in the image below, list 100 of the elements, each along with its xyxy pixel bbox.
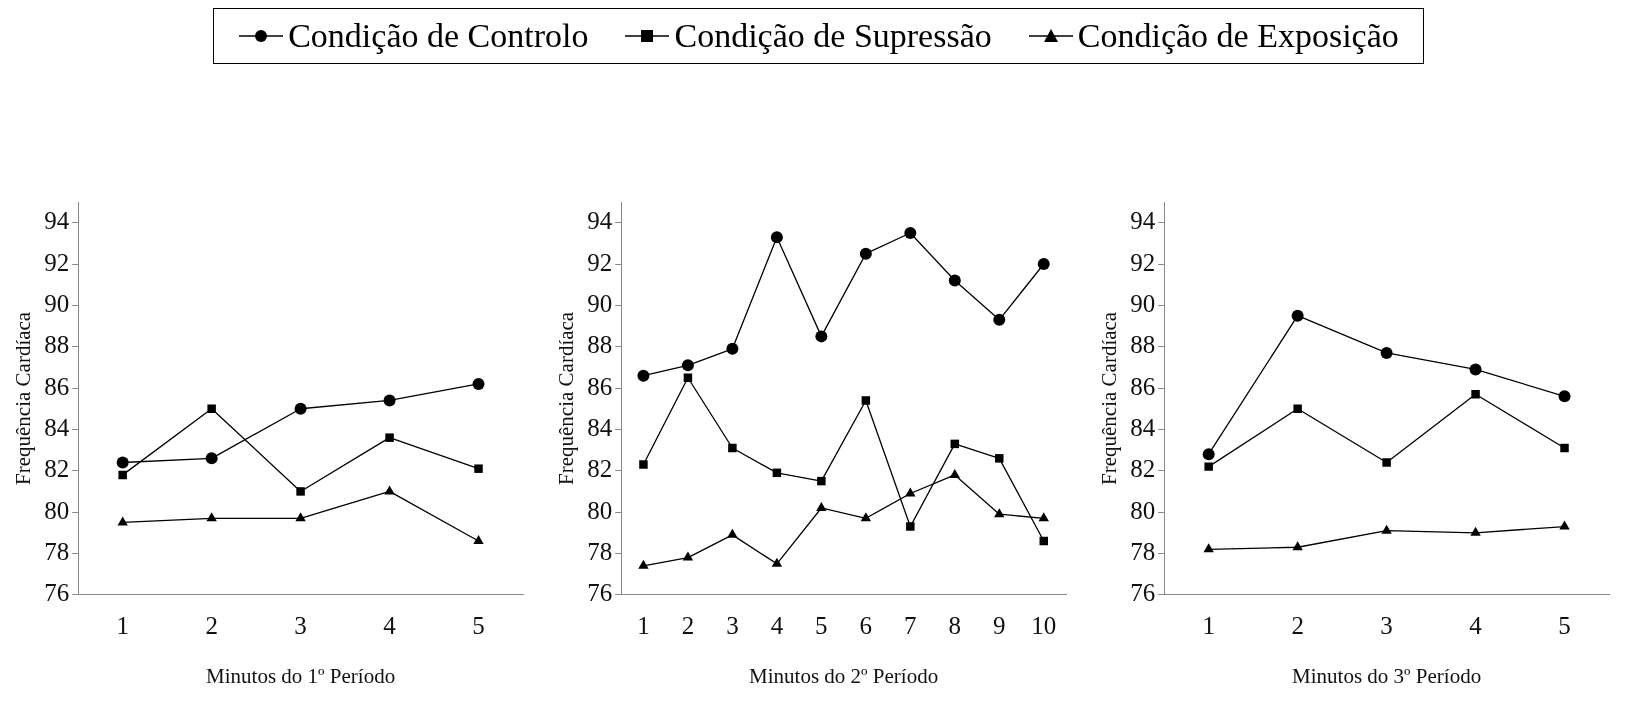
y-axis-title: Frequência Cardíaca	[554, 311, 579, 485]
point	[1469, 363, 1482, 376]
y-tick-label: 92	[44, 248, 70, 276]
y-tick-label: 94	[587, 207, 613, 235]
point	[472, 377, 485, 390]
point	[296, 487, 305, 496]
x-tick-label: 3	[1380, 612, 1393, 640]
x-tick-label: 4	[1469, 612, 1483, 640]
legend-label: Condição de Controlo	[288, 17, 589, 55]
point	[993, 313, 1006, 326]
point	[295, 512, 306, 522]
point	[949, 468, 960, 478]
point	[859, 247, 872, 260]
x-axis-title: Minutos do 3º Período	[1292, 663, 1482, 688]
y-tick-label: 84	[1130, 413, 1156, 441]
x-tick-label: 3	[294, 612, 307, 640]
x-tick-label: 9	[993, 612, 1006, 640]
point	[473, 535, 484, 545]
point	[816, 501, 827, 511]
y-tick-label: 86	[587, 372, 613, 400]
point	[1203, 543, 1214, 553]
x-tick-label: 2	[205, 612, 218, 640]
point	[860, 512, 872, 522]
y-tick-label: 90	[1130, 289, 1156, 317]
point	[1293, 404, 1302, 413]
y-tick-label: 84	[44, 413, 70, 441]
y-axis-title: Frequência Cardíaca	[1097, 311, 1122, 485]
point	[1382, 458, 1391, 467]
point	[861, 396, 871, 405]
point	[1038, 512, 1049, 522]
x-tick-label: 2	[681, 612, 695, 640]
x-tick-label: 7	[904, 612, 917, 640]
y-tick-label: 82	[587, 455, 613, 483]
y-tick-label: 82	[44, 455, 70, 483]
y-tick-label: 90	[44, 289, 70, 317]
point	[994, 508, 1005, 518]
point	[770, 231, 783, 244]
point	[294, 402, 307, 415]
x-tick-label: 2	[1291, 612, 1304, 640]
point	[385, 433, 394, 442]
point	[116, 456, 129, 469]
y-tick-label: 88	[1130, 331, 1156, 359]
point	[206, 512, 217, 522]
x-tick-label: 1	[1202, 612, 1215, 640]
point	[474, 464, 483, 473]
x-tick-label: 8	[948, 612, 962, 640]
point	[681, 359, 694, 372]
point	[205, 452, 218, 465]
x-tick-label: 3	[726, 612, 739, 640]
y-tick-label: 76	[1130, 579, 1156, 607]
y-tick-label: 84	[587, 413, 613, 441]
point	[1292, 541, 1303, 551]
point	[727, 528, 738, 538]
point	[995, 454, 1004, 463]
y-tick-label: 82	[1130, 455, 1156, 483]
point	[1558, 390, 1571, 403]
x-tick-label: 4	[383, 612, 397, 640]
y-tick-label: 94	[1130, 207, 1156, 235]
y-tick-label: 94	[44, 207, 70, 235]
x-tick-label: 1	[637, 612, 650, 640]
x-tick-label: 4	[770, 612, 784, 640]
point	[726, 342, 739, 355]
point	[1560, 443, 1569, 453]
point	[906, 522, 915, 531]
point	[815, 330, 828, 343]
y-tick-label: 86	[1130, 372, 1156, 400]
point	[383, 394, 396, 407]
x-tick-label: 5	[472, 612, 485, 640]
y-tick-label: 88	[44, 331, 70, 359]
point	[1291, 309, 1304, 322]
y-tick-label: 76	[587, 579, 613, 607]
point	[1559, 520, 1570, 530]
point	[118, 470, 127, 480]
x-tick-label: 1	[116, 612, 129, 640]
point	[637, 369, 650, 382]
point	[948, 274, 961, 287]
point	[683, 373, 693, 382]
y-axis-title: Frequência Cardíaca	[11, 311, 36, 485]
point	[1380, 346, 1393, 359]
legend-label: Condição de Supressão	[674, 17, 992, 55]
y-tick-label: 78	[587, 538, 613, 566]
point	[638, 559, 649, 569]
x-tick-label: 5	[815, 612, 828, 640]
y-tick-label: 86	[44, 372, 70, 400]
point	[1471, 390, 1480, 399]
point	[1470, 526, 1481, 536]
point	[1202, 448, 1215, 461]
point	[817, 476, 826, 486]
y-tick-label: 92	[1130, 248, 1156, 276]
y-tick-label: 92	[587, 248, 613, 276]
point	[771, 557, 783, 567]
y-tick-label: 88	[587, 331, 613, 359]
y-tick-label: 80	[587, 496, 613, 524]
x-tick-label: 6	[859, 612, 873, 640]
point	[682, 551, 694, 561]
point	[904, 227, 917, 240]
y-tick-label: 78	[44, 538, 70, 566]
legend-label: Condição de Exposição	[1077, 17, 1399, 55]
x-tick-label: 5	[1558, 612, 1571, 640]
point	[728, 443, 737, 453]
